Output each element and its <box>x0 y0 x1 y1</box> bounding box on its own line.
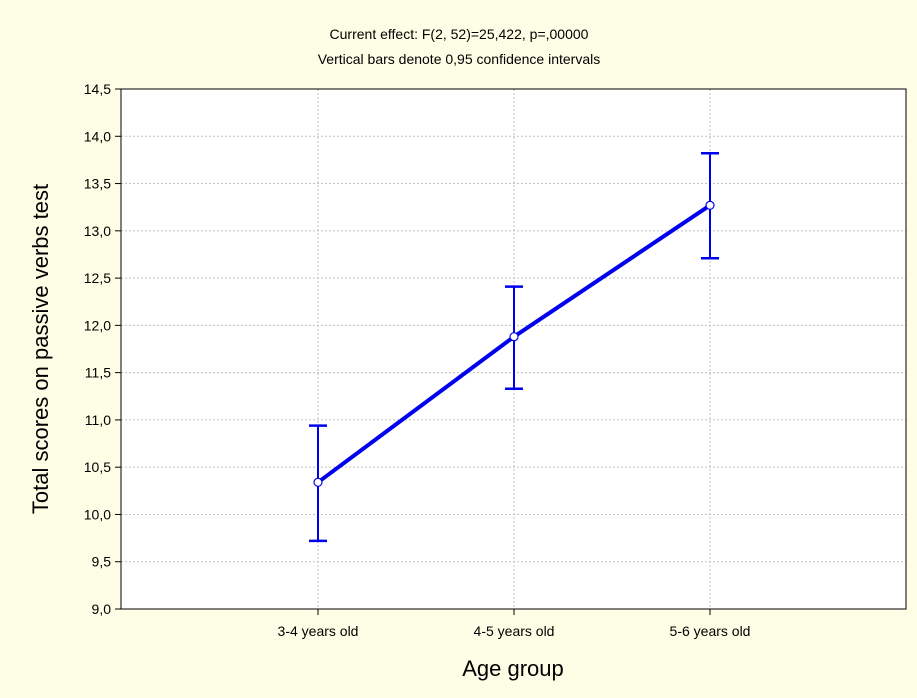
y-tick-label: 10,0 <box>84 506 111 522</box>
data-point <box>509 332 519 342</box>
x-tick-label: 3-4 years old <box>278 623 359 639</box>
data-point <box>313 477 323 487</box>
y-tick-label: 10,5 <box>84 459 111 475</box>
y-tick-label: 12,0 <box>84 317 111 333</box>
y-tick-label: 9,0 <box>92 601 112 617</box>
y-tick-label: 11,5 <box>85 365 111 381</box>
y-axis-ticks: 9,0 9,5 10,0 10,5 11,0 11,5 12,0 12,5 13,0 13,5 14… <box>84 81 121 617</box>
x-axis-ticks: 3-4 years old 4-5 years old 5-6 years old <box>278 609 751 639</box>
y-tick-label: 14,5 <box>84 81 111 97</box>
chart-title: Current effect: F(2, 52)=25,422, p=,0000… <box>330 26 589 42</box>
x-axis-title: Age group <box>462 656 564 681</box>
x-tick-label: 4-5 years old <box>474 623 555 639</box>
y-tick-label: 9,5 <box>92 554 112 570</box>
series-layer <box>309 152 719 543</box>
data-point <box>705 200 715 210</box>
plot-frame <box>120 88 907 610</box>
y-tick-label: 13,0 <box>84 223 111 239</box>
y-tick-label: 12,5 <box>84 270 111 286</box>
x-tick-label: 5-6 years old <box>670 623 751 639</box>
y-axis-title: Total scores on passive verbs test <box>28 184 53 514</box>
y-tick-label: 14,0 <box>84 128 111 144</box>
chart-subtitle: Vertical bars denote 0,95 confidence int… <box>318 51 601 67</box>
y-tick-label: 11,0 <box>85 412 111 428</box>
y-tick-label: 13,5 <box>84 176 111 192</box>
